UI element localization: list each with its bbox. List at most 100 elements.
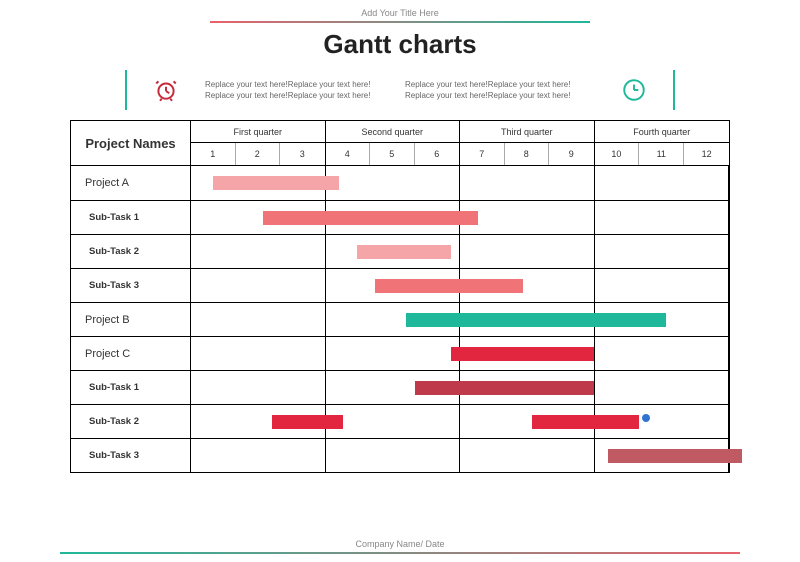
gantt-month: 1 [191,143,236,165]
gantt-quarter-line [191,337,326,370]
gantt-quarter-line [595,201,730,234]
gantt-row-track [191,439,729,472]
gantt-month: 5 [370,143,415,165]
footer: Company Name/ Date [0,539,800,554]
gantt-row-track [191,166,729,200]
footer-gradient-bar [60,552,740,554]
gantt-marker-dot [642,414,650,422]
gantt-row-label: Sub-Task 2 [71,405,191,438]
info-line: Replace your text here!Replace your text… [405,90,595,101]
gantt-bar [375,279,523,293]
gantt-month: 6 [415,143,460,165]
gantt-row: Project B [71,302,729,336]
gantt-quarter-line [191,439,326,472]
gantt-months: 456 [326,143,460,165]
gantt-quarter-line [595,269,730,302]
gantt-bar [451,347,594,361]
gantt-row: Sub-Task 1 [71,200,729,234]
gantt-row: Sub-Task 3 [71,268,729,302]
gantt-month: 10 [595,143,640,165]
gantt-months: 101112 [595,143,730,165]
gantt-bar [608,449,743,463]
gantt-quarter-line [191,269,326,302]
gantt-quarter-title: First quarter [191,121,325,143]
gantt-quarter-line [595,235,730,268]
gantt-quarter-line [326,405,461,438]
gantt-row: Project C [71,336,729,370]
gantt-month: 3 [280,143,325,165]
gantt-row-track [191,371,729,404]
gantt-bar [213,176,339,190]
gantt-row-label: Project A [71,166,191,200]
gantt-quarter-line [326,337,461,370]
gantt-bar [263,211,478,225]
gantt-row-track [191,337,729,370]
gantt-quarter-line [191,371,326,404]
gantt-quarter-line [460,166,595,200]
gantt-quarter-title: Fourth quarter [595,121,730,143]
gantt-header: Project Names First quarter123Second qua… [71,121,729,166]
info-right-accent [673,70,675,110]
gantt-quarter: Second quarter456 [326,121,461,165]
gantt-quarter-line [595,371,730,404]
gantt-row-label: Project B [71,303,191,336]
gantt-quarter-title: Third quarter [460,121,594,143]
gantt-row-label: Sub-Task 1 [71,371,191,404]
gantt-quarter-title: Second quarter [326,121,460,143]
gantt-row-track [191,235,729,268]
gantt-month: 4 [326,143,371,165]
info-text: Replace your text here!Replace your text… [205,79,595,101]
gantt-body: Project ASub-Task 1Sub-Task 2Sub-Task 3P… [71,166,729,472]
gantt-quarter-line [191,235,326,268]
gantt-bar [406,313,666,327]
gantt-row-label: Sub-Task 1 [71,201,191,234]
gantt-row-label: Sub-Task 3 [71,439,191,472]
gantt-row-track [191,269,729,302]
gantt-bar [357,245,451,259]
gantt-row: Sub-Task 3 [71,438,729,472]
gantt-row: Project A [71,166,729,200]
info-line: Replace your text here!Replace your text… [205,79,395,90]
gantt-bar [272,415,344,429]
page-title: Gantt charts [0,29,800,60]
gantt-months: 123 [191,143,325,165]
alarm-clock-icon [151,75,181,105]
gantt-quarter: First quarter123 [191,121,326,165]
gantt-quarter-line [326,439,461,472]
gantt-chart: Project Names First quarter123Second qua… [70,120,730,473]
gantt-bar [415,381,594,395]
info-line: Replace your text here!Replace your text… [205,90,395,101]
gantt-quarter-line [460,439,595,472]
gantt-row-label: Project C [71,337,191,370]
gantt-month: 7 [460,143,505,165]
gantt-quarter-line [460,201,595,234]
clock-icon [619,75,649,105]
gantt-rowlabel-head: Project Names [71,121,191,165]
footer-text: Company Name/ Date [0,539,800,549]
gantt-row: Sub-Task 2 [71,234,729,268]
gantt-bar [532,415,640,429]
gantt-months: 789 [460,143,594,165]
gantt-quarter: Fourth quarter101112 [595,121,730,165]
info-left-accent [125,70,127,110]
gantt-row-label: Sub-Task 3 [71,269,191,302]
info-line: Replace your text here!Replace your text… [405,79,595,90]
gantt-quarter-line [595,166,730,200]
gantt-quarter-line [326,166,461,200]
page-subtitle: Add Your Title Here [0,0,800,18]
gantt-row-track [191,303,729,336]
gantt-row-track [191,405,729,438]
info-row: Replace your text here!Replace your text… [70,70,730,110]
gantt-month: 11 [639,143,684,165]
gantt-quarter-line [595,337,730,370]
gantt-row: Sub-Task 1 [71,370,729,404]
gantt-row-track [191,201,729,234]
gantt-month: 12 [684,143,729,165]
gantt-month: 8 [505,143,550,165]
header-gradient-bar [210,21,590,23]
gantt-quarter: Third quarter789 [460,121,595,165]
gantt-month: 9 [549,143,594,165]
gantt-row: Sub-Task 2 [71,404,729,438]
gantt-row-label: Sub-Task 2 [71,235,191,268]
gantt-quarter-line [460,235,595,268]
